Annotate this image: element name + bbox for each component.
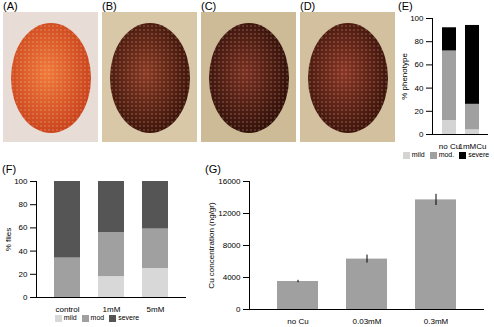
svg-text:% phenotype: % phenotype [400, 53, 409, 100]
html-text:(C): (C) [201, 0, 217, 12]
html-text:severe: severe [118, 314, 140, 321]
svg-text:0.03mM: 0.03mM [353, 317, 382, 325]
svg-text:0: 0 [419, 130, 424, 139]
svg-text:control: control [55, 305, 79, 313]
svg-text:4000: 4000 [223, 273, 241, 282]
html-text:(G): (G) [205, 163, 221, 175]
svg-text:20: 20 [19, 270, 28, 279]
svg-text:16000: 16000 [218, 177, 241, 186]
html-text:severe: severe [468, 151, 490, 158]
svg-text:% flies: % flies [4, 228, 13, 252]
svg-text:1mM: 1mM [103, 305, 121, 313]
svg-text:0: 0 [23, 293, 28, 302]
html-text:(A): (A) [3, 0, 18, 12]
svg-text:0: 0 [236, 305, 241, 314]
html-text:mild: mild [411, 151, 425, 158]
svg-text:0.3mM: 0.3mM [424, 317, 449, 325]
svg-text:20: 20 [415, 107, 424, 116]
svg-text:40: 40 [19, 247, 28, 256]
svg-text:100: 100 [14, 177, 28, 186]
svg-text:Cu concentration (ng/gr): Cu concentration (ng/gr) [207, 202, 216, 289]
html-text:mod.: mod. [438, 151, 455, 158]
html-text:(D): (D) [300, 0, 316, 12]
html-text:(B): (B) [102, 0, 117, 12]
svg-text:no Cu: no Cu [439, 142, 460, 150]
svg-text:60: 60 [19, 223, 28, 232]
svg-text:no Cu: no Cu [287, 317, 308, 325]
svg-text:80: 80 [19, 200, 28, 209]
html-text:(F): (F) [2, 163, 16, 175]
svg-text:60: 60 [415, 60, 424, 69]
html-text:mod: mod [90, 314, 105, 321]
svg-text:40: 40 [415, 84, 424, 93]
svg-text:8000: 8000 [223, 241, 241, 250]
html-text:mild: mild [63, 314, 77, 321]
svg-text:80: 80 [415, 37, 424, 46]
svg-text:5mM: 5mM [147, 305, 165, 313]
svg-text:100: 100 [410, 14, 424, 23]
svg-text:1mMCu: 1mMCu [458, 142, 486, 150]
svg-text:12000: 12000 [218, 209, 241, 218]
html-text:(E): (E) [398, 0, 413, 12]
